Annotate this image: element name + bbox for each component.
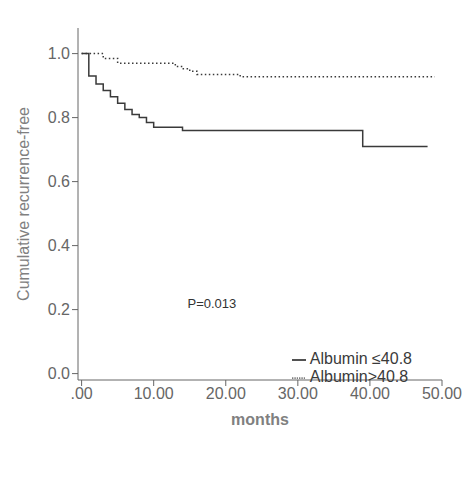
html-text:Albumin ≤40.8: Albumin ≤40.8 [309,350,412,367]
svg-text:10.00: 10.00 [134,385,174,402]
svg-text:0.0: 0.0 [48,365,70,382]
svg-text:0.2: 0.2 [48,301,70,318]
svg-text:40.00: 40.00 [350,385,390,402]
svg-text:months: months [231,411,289,428]
svg-text:P=0.013: P=0.013 [188,296,237,311]
svg-text:0.4: 0.4 [48,237,70,254]
svg-text:Cumulative recurrence-free: Cumulative recurrence-free [15,107,32,301]
svg-text:.00: .00 [70,385,92,402]
svg-text:0.6: 0.6 [48,173,70,190]
html-text:Albumin>40.8: Albumin>40.8 [309,368,409,385]
svg-text:30.00: 30.00 [278,385,318,402]
svg-text:1.0: 1.0 [48,45,70,62]
svg-text:50.00: 50.00 [422,385,462,402]
svg-text:20.00: 20.00 [206,385,246,402]
svg-text:0.8: 0.8 [48,109,70,126]
